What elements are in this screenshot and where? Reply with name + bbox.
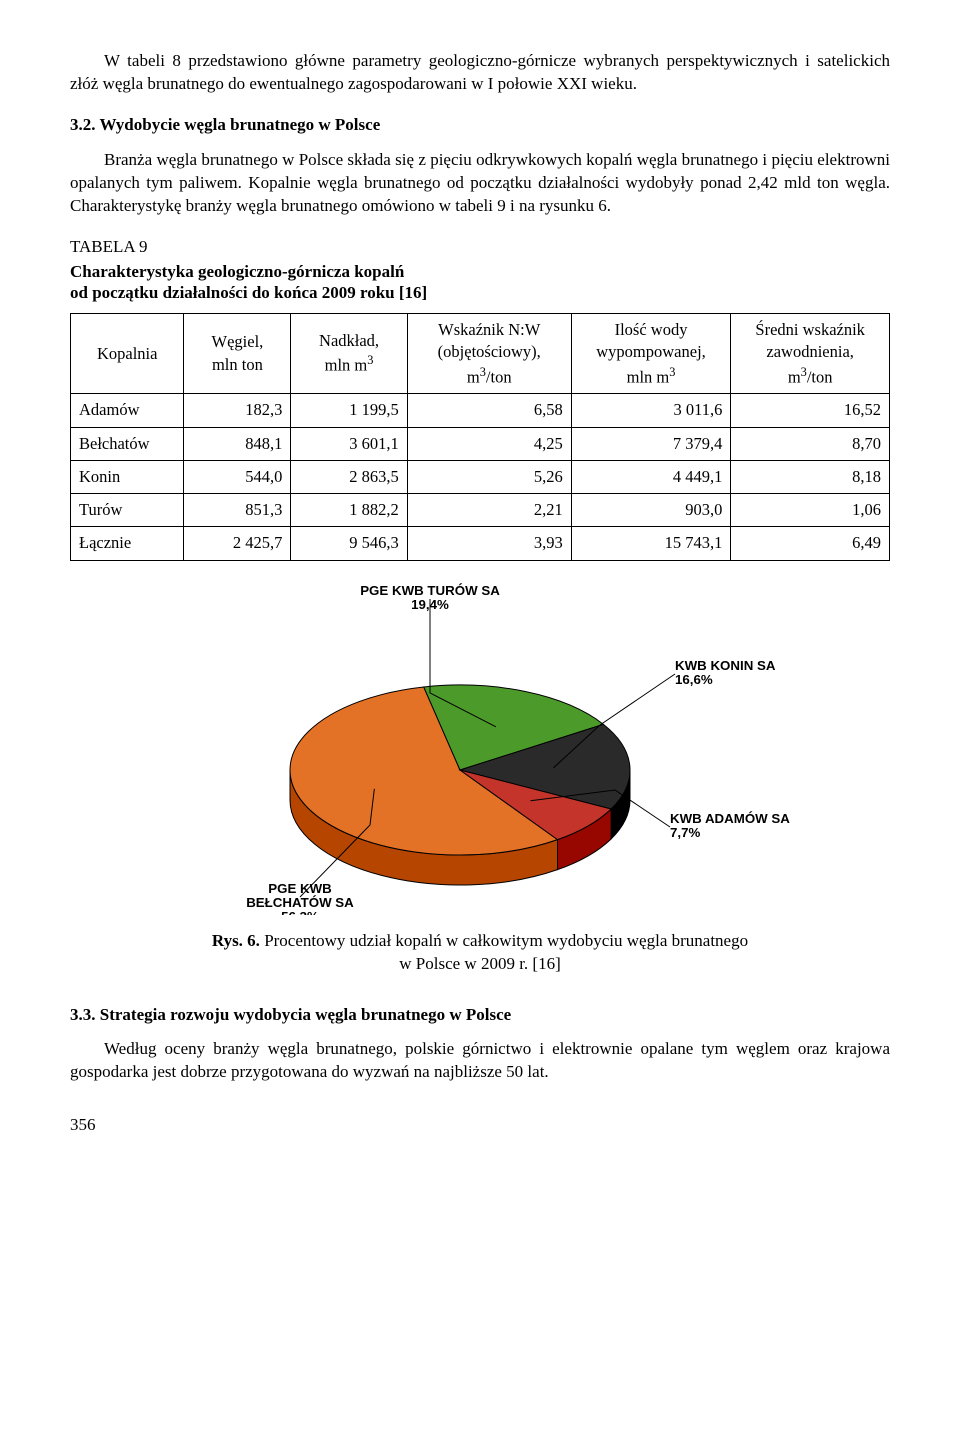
section-3-3-body: Według oceny branży węgla brunatnego, po… [70,1038,890,1084]
section-3-3-heading: 3.3. Strategia rozwoju wydobycia węgla b… [70,1004,890,1027]
cell-water: 7 379,4 [571,427,731,460]
svg-text:PGE KWB TURÓW SA: PGE KWB TURÓW SA [360,583,500,598]
cell-water: 903,0 [571,494,731,527]
section-3-2-body: Branża węgla brunatnego w Polsce składa … [70,149,890,218]
cell-ratio: 5,26 [407,460,571,493]
pie-chart: PGE KWBBEŁCHATÓW SA56,3% PGE KWB TURÓW SA… [170,575,790,922]
svg-text:PGE KWB: PGE KWB [268,881,332,896]
figure-6-line1: Procentowy udział kopalń w całkowitym wy… [264,931,748,950]
table-row: Bełchatów 848,1 3 601,1 4,25 7 379,4 8,7… [71,427,890,460]
cell-coal: 544,0 [184,460,291,493]
table-row: Łącznie 2 425,7 9 546,3 3,93 15 743,1 6,… [71,527,890,560]
page-number: 356 [70,1114,890,1137]
cell-name: Bełchatów [71,427,184,460]
col-wegiel: Węgiel, mln ton [184,314,291,394]
col-woda: Ilość wody wypompowanej, mln m3 [571,314,731,394]
intro-paragraph: W tabeli 8 przedstawiono główne parametr… [70,50,890,96]
cell-name: Łącznie [71,527,184,560]
cell-coal: 182,3 [184,394,291,427]
col-zawodnienie: Średni wskaźnik zawodnienia, m3/ton [731,314,890,394]
section-3-2-heading: 3.2. Wydobycie węgla brunatnego w Polsce [70,114,890,137]
table-9-label: TABELA 9 [70,236,890,259]
cell-wind: 8,18 [731,460,890,493]
table-row: Konin 544,0 2 863,5 5,26 4 449,1 8,18 [71,460,890,493]
cell-wind: 8,70 [731,427,890,460]
table-9-caption-line2: od początku działalności do końca 2009 r… [70,283,427,302]
col-nadklad: Nadkład, mln m3 [291,314,407,394]
svg-text:KWB KONIN SA: KWB KONIN SA [675,658,776,673]
cell-coal: 848,1 [184,427,291,460]
pie-chart-svg: PGE KWBBEŁCHATÓW SA56,3% PGE KWB TURÓW SA… [170,575,790,915]
cell-name: Adamów [71,394,184,427]
cell-wind: 16,52 [731,394,890,427]
figure-6-prefix: Rys. 6. [212,931,264,950]
cell-over: 1 882,2 [291,494,407,527]
table-row: Adamów 182,3 1 199,5 6,58 3 011,6 16,52 [71,394,890,427]
cell-name: Konin [71,460,184,493]
cell-over: 3 601,1 [291,427,407,460]
cell-coal: 2 425,7 [184,527,291,560]
svg-text:7,7%: 7,7% [670,825,700,840]
cell-over: 1 199,5 [291,394,407,427]
table-9-caption: Charakterystyka geologiczno-górnicza kop… [70,261,890,304]
figure-6-caption: Rys. 6. Procentowy udział kopalń w całko… [70,930,890,976]
table-9: Kopalnia Węgiel, mln ton Nadkład, mln m3… [70,313,890,561]
table-header-row: Kopalnia Węgiel, mln ton Nadkład, mln m3… [71,314,890,394]
col-wskaznik: Wskaźnik N:W (objętościowy), m3/ton [407,314,571,394]
svg-text:56,3%: 56,3% [281,909,319,915]
cell-ratio: 6,58 [407,394,571,427]
cell-coal: 851,3 [184,494,291,527]
figure-6-line2: w Polsce w 2009 r. [16] [399,954,560,973]
table-9-caption-line1: Charakterystyka geologiczno-górnicza kop… [70,262,404,281]
svg-text:BEŁCHATÓW SA: BEŁCHATÓW SA [246,895,354,910]
cell-wind: 6,49 [731,527,890,560]
cell-over: 9 546,3 [291,527,407,560]
cell-ratio: 3,93 [407,527,571,560]
cell-over: 2 863,5 [291,460,407,493]
cell-wind: 1,06 [731,494,890,527]
cell-water: 3 011,6 [571,394,731,427]
cell-ratio: 4,25 [407,427,571,460]
cell-ratio: 2,21 [407,494,571,527]
svg-text:KWB ADAMÓW SA: KWB ADAMÓW SA [670,811,790,826]
svg-text:16,6%: 16,6% [675,672,713,687]
svg-text:19,4%: 19,4% [411,597,449,612]
cell-name: Turów [71,494,184,527]
table-row: Turów 851,3 1 882,2 2,21 903,0 1,06 [71,494,890,527]
cell-water: 15 743,1 [571,527,731,560]
col-kopalnia: Kopalnia [71,314,184,394]
cell-water: 4 449,1 [571,460,731,493]
